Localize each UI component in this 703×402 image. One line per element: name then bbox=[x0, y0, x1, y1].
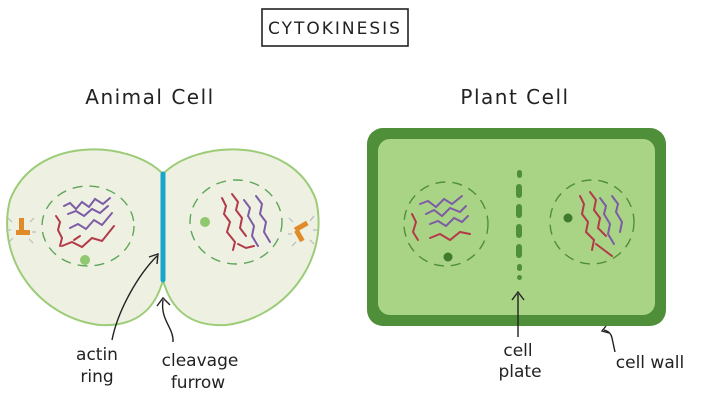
left-centrosome bbox=[6, 217, 36, 244]
title-text: CYTOKINESIS bbox=[268, 19, 402, 39]
right-chromosomes bbox=[221, 193, 271, 251]
cell-wall-pointer bbox=[603, 329, 616, 353]
cell-plate bbox=[516, 170, 522, 280]
title-box: CYTOKINESIS bbox=[261, 8, 409, 47]
cell-plate-label: cell plate bbox=[498, 290, 542, 382]
animal-cell bbox=[6, 148, 320, 327]
cleavage-furrow-arrowhead bbox=[156, 296, 171, 307]
actin-ring-arrowhead bbox=[148, 252, 159, 265]
cell-wall-arrowhead bbox=[600, 325, 610, 334]
left-nucleolus bbox=[80, 255, 90, 265]
actin-ring-text-line1: actin bbox=[76, 345, 118, 365]
actin-ring-label: actin ring bbox=[76, 252, 159, 387]
cleavage-furrow-text-line1: cleavage bbox=[162, 351, 239, 371]
plant-right-nucleolus bbox=[563, 213, 573, 223]
plant-right-chromosomes bbox=[579, 191, 624, 257]
left-chromosomes bbox=[55, 197, 115, 249]
cleavage-furrow-label: cleavage furrow bbox=[156, 296, 239, 393]
plant-left-nuclear-envelope bbox=[403, 181, 489, 267]
right-nucleolus bbox=[200, 217, 210, 227]
plant-right-nuclear-envelope bbox=[549, 179, 635, 265]
plant-cell bbox=[367, 128, 666, 326]
plant-cell-heading: Plant Cell bbox=[460, 85, 569, 109]
left-nuclear-envelope bbox=[41, 185, 135, 267]
cell-plate-arrowhead bbox=[511, 290, 525, 301]
animal-cell-heading: Animal Cell bbox=[85, 85, 214, 109]
plant-left-chromosomes bbox=[411, 195, 471, 242]
title-frame bbox=[261, 8, 409, 47]
cell-plate-text-line1: cell bbox=[503, 341, 532, 361]
cleavage-furrow-pointer bbox=[161, 299, 174, 343]
cleavage-furrow-text-line2: furrow bbox=[171, 373, 225, 393]
actin-ring-text-line2: ring bbox=[80, 367, 113, 387]
plant-left-nucleolus bbox=[443, 252, 453, 262]
right-centrosome bbox=[288, 215, 318, 247]
cell-plate-text-line2: plate bbox=[498, 362, 541, 382]
cell-wall-label: cell wall bbox=[600, 325, 684, 373]
right-nuclear-envelope bbox=[189, 179, 283, 265]
cell-wall-text: cell wall bbox=[616, 353, 684, 373]
actin-ring-pointer bbox=[111, 255, 158, 341]
